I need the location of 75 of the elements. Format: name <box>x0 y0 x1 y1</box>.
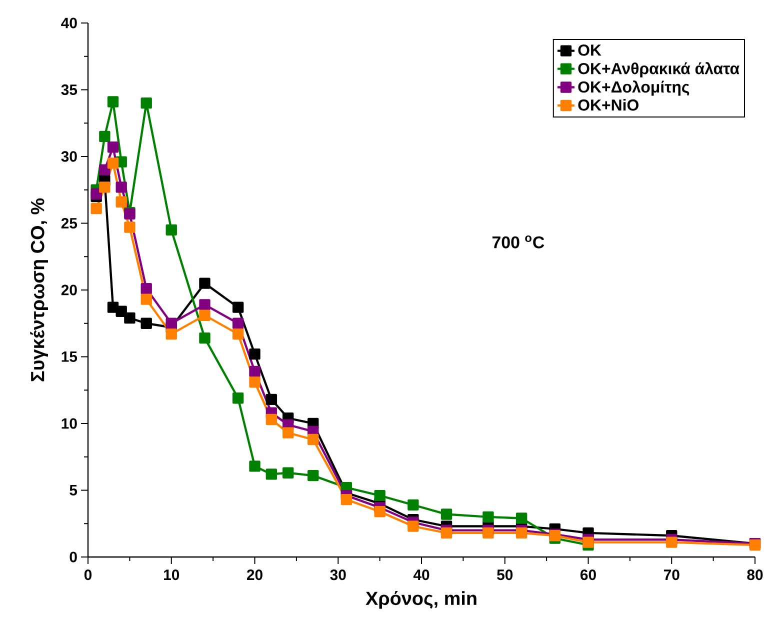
point <box>124 222 136 233</box>
point <box>99 182 110 193</box>
point <box>232 392 244 404</box>
point <box>90 202 102 214</box>
point <box>116 196 127 208</box>
point <box>140 318 152 329</box>
point <box>308 434 319 446</box>
legend-label: OK <box>578 44 602 56</box>
point <box>107 158 119 169</box>
point <box>166 328 177 340</box>
point <box>582 536 594 548</box>
x-tick-label: 40 <box>413 570 430 580</box>
legend-label: OK+Δολομίτης <box>578 80 690 96</box>
x-tick-label: 20 <box>246 570 262 580</box>
point <box>408 520 419 532</box>
point <box>199 299 210 310</box>
point <box>232 328 244 340</box>
point <box>140 97 152 109</box>
point <box>140 283 152 294</box>
legend-label: OK+NiO <box>578 98 638 111</box>
x-axis-title: Χρόνος, min <box>366 590 476 609</box>
point <box>516 527 528 539</box>
point <box>107 96 119 108</box>
point <box>340 494 352 506</box>
y-tick-label: 5 <box>70 485 78 496</box>
point <box>199 310 210 321</box>
point <box>308 470 319 482</box>
point <box>249 348 260 360</box>
y-tick-label: 25 <box>61 218 78 229</box>
point <box>266 394 278 406</box>
y-tick-label: 0 <box>70 552 77 562</box>
point <box>666 536 678 548</box>
point <box>482 527 494 539</box>
y-tick-label: 10 <box>62 418 77 429</box>
x-tick-label: 50 <box>497 570 513 580</box>
x-tick-label: 30 <box>330 570 346 580</box>
annotation: 700 $^{o}$C <box>492 236 544 248</box>
x-tick-label: 60 <box>580 570 596 580</box>
point <box>249 366 260 378</box>
y-tick-label: 40 <box>61 18 77 28</box>
point <box>516 512 528 524</box>
point <box>199 278 210 289</box>
y-tick-label: 35 <box>61 84 78 96</box>
point <box>249 376 260 388</box>
point <box>440 508 452 520</box>
point <box>408 499 419 511</box>
point <box>99 130 110 142</box>
point <box>116 182 127 193</box>
y-tick-label: 30 <box>61 151 77 162</box>
point <box>166 224 177 236</box>
x-tick-label: 10 <box>164 570 180 580</box>
x-tick-label: 0 <box>84 570 92 580</box>
point <box>90 188 102 200</box>
point <box>440 527 452 539</box>
point <box>107 142 119 153</box>
point <box>166 318 177 329</box>
y-axis-title: Συγκέντρωση CO, % <box>30 198 48 382</box>
point <box>232 318 244 329</box>
point <box>249 460 260 472</box>
point <box>266 468 278 480</box>
point <box>199 332 210 344</box>
y-tick-label: 15 <box>62 352 78 362</box>
x-tick-label: 70 <box>664 570 680 580</box>
point <box>140 294 152 305</box>
point <box>232 302 244 313</box>
point <box>282 467 294 478</box>
y-tick-label: 20 <box>61 284 77 296</box>
point <box>116 306 127 317</box>
x-tick-label: 80 <box>747 570 763 580</box>
legend-label: OK+Ανθρακικά άλατα <box>578 62 740 78</box>
point <box>124 312 136 324</box>
point <box>99 164 110 176</box>
point <box>282 427 294 438</box>
point <box>266 414 278 426</box>
point <box>482 511 494 523</box>
